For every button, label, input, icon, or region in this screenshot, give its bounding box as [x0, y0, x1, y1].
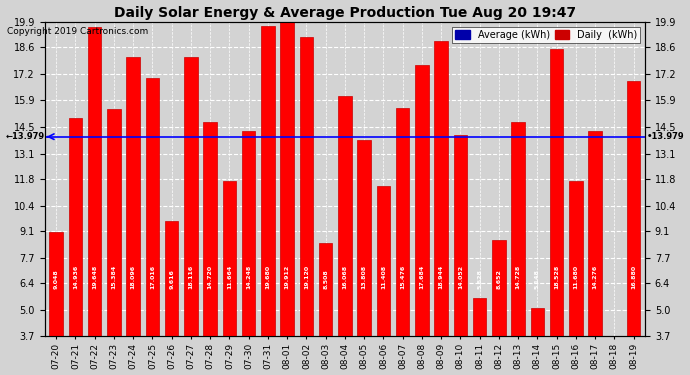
Text: 8.508: 8.508: [323, 269, 328, 288]
Bar: [204, 122, 217, 375]
Text: 17.684: 17.684: [420, 264, 424, 288]
Text: 9.048: 9.048: [54, 269, 59, 288]
Bar: [531, 308, 544, 375]
Bar: [338, 96, 352, 375]
Bar: [569, 181, 582, 375]
Bar: [165, 221, 179, 375]
Text: 15.476: 15.476: [400, 264, 405, 288]
Text: 14.052: 14.052: [458, 264, 463, 288]
Bar: [223, 182, 236, 375]
Text: 5.628: 5.628: [477, 268, 482, 288]
Bar: [589, 131, 602, 375]
Text: 8.652: 8.652: [496, 268, 502, 288]
Text: 11.664: 11.664: [227, 264, 232, 288]
Bar: [492, 240, 506, 375]
Text: 5.148: 5.148: [535, 268, 540, 288]
Text: 16.880: 16.880: [631, 264, 636, 288]
Bar: [184, 57, 197, 375]
Bar: [146, 78, 159, 375]
Text: 14.728: 14.728: [515, 264, 520, 288]
Bar: [319, 243, 333, 375]
Text: 9.616: 9.616: [169, 268, 174, 288]
Bar: [242, 132, 255, 375]
Bar: [453, 135, 467, 375]
Text: 17.016: 17.016: [150, 264, 155, 288]
Bar: [126, 57, 140, 375]
Bar: [280, 22, 294, 375]
Text: 18.096: 18.096: [130, 264, 136, 288]
Text: 18.116: 18.116: [188, 264, 193, 288]
Bar: [377, 186, 390, 375]
Text: 14.248: 14.248: [246, 264, 251, 288]
Bar: [396, 108, 409, 375]
Bar: [299, 37, 313, 375]
Title: Daily Solar Energy & Average Production Tue Aug 20 19:47: Daily Solar Energy & Average Production …: [114, 6, 576, 20]
Bar: [435, 40, 448, 375]
Text: 14.276: 14.276: [593, 264, 598, 288]
Bar: [415, 65, 428, 375]
Text: 14.936: 14.936: [73, 264, 78, 288]
Text: 19.648: 19.648: [92, 264, 97, 288]
Text: 19.680: 19.680: [266, 264, 270, 288]
Bar: [473, 298, 486, 375]
Text: 16.068: 16.068: [342, 264, 347, 288]
Text: 11.408: 11.408: [381, 264, 386, 288]
Bar: [262, 26, 275, 375]
Bar: [357, 140, 371, 375]
Text: ←13.979: ←13.979: [6, 132, 45, 141]
Text: 13.808: 13.808: [362, 264, 366, 288]
Text: •13.979: •13.979: [647, 132, 684, 141]
Text: 18.944: 18.944: [439, 264, 444, 288]
Text: Copyright 2019 Cartronics.com: Copyright 2019 Cartronics.com: [7, 27, 148, 36]
Text: 15.384: 15.384: [112, 264, 117, 288]
Bar: [69, 118, 82, 375]
Bar: [627, 81, 640, 375]
Bar: [107, 110, 121, 375]
Text: 18.528: 18.528: [554, 264, 559, 288]
Bar: [50, 232, 63, 375]
Text: 19.120: 19.120: [304, 264, 309, 288]
Bar: [511, 122, 525, 375]
Text: 19.912: 19.912: [285, 264, 290, 288]
Bar: [88, 27, 101, 375]
Text: 14.720: 14.720: [208, 264, 213, 288]
Legend: Average (kWh), Daily  (kWh): Average (kWh), Daily (kWh): [453, 27, 640, 43]
Text: 11.680: 11.680: [573, 264, 578, 288]
Bar: [550, 49, 563, 375]
